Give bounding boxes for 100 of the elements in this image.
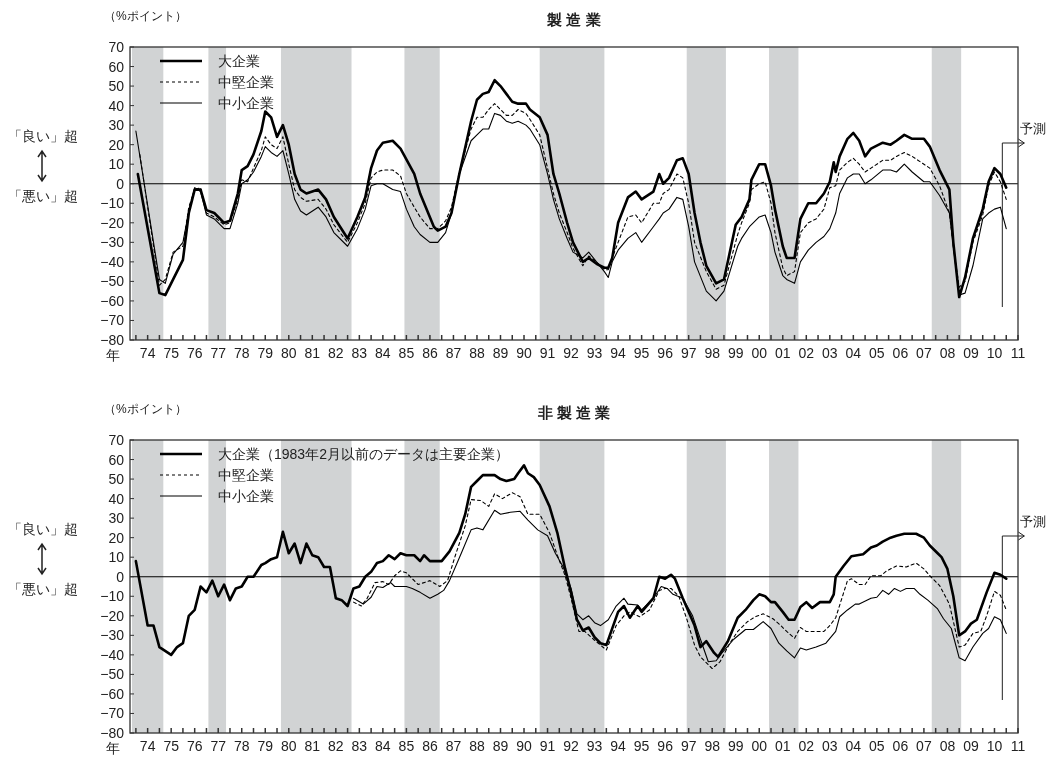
x-axis-title: 年	[106, 347, 120, 363]
x-tick-label: 09	[963, 738, 979, 754]
x-tick-label: 91	[539, 345, 556, 361]
x-tick-label: 84	[375, 345, 391, 361]
x-tick-label: 78	[233, 738, 250, 754]
x-tick-label: 07	[916, 738, 932, 754]
y-tick-label: 20	[108, 529, 125, 546]
x-tick-label: 74	[139, 738, 156, 754]
x-tick-label: 85	[398, 738, 415, 754]
y-tick-label: 0	[116, 568, 125, 585]
legend-label: 中小企業	[218, 488, 274, 504]
y-tick-label: −70	[100, 705, 125, 722]
x-tick-label: 99	[727, 738, 744, 754]
x-tick-label: 04	[845, 345, 862, 361]
y-axis-title: （%ポイント）	[104, 9, 187, 23]
y-tick-label: 20	[108, 136, 125, 153]
x-tick-label: 07	[916, 345, 932, 361]
x-tick-label: 05	[869, 738, 885, 754]
x-tick-label: 95	[633, 345, 650, 361]
y-tick-label: −80	[100, 332, 125, 348]
x-tick-label: 76	[186, 345, 203, 361]
y-tick-label: 50	[108, 78, 125, 95]
x-tick-label: 92	[563, 738, 580, 754]
x-tick-label: 97	[680, 738, 697, 754]
y-tick-label: −30	[100, 627, 125, 644]
x-tick-label: 79	[257, 345, 274, 361]
y-tick-label: −20	[100, 214, 125, 231]
x-tick-label: 89	[492, 738, 509, 754]
x-tick-label: 74	[139, 345, 156, 361]
x-tick-label: 10	[986, 345, 1003, 361]
x-tick-label: 01	[774, 738, 791, 754]
x-tick-label: 82	[328, 345, 344, 361]
x-tick-label: 91	[539, 738, 556, 754]
x-tick-label: 93	[586, 738, 603, 754]
x-tick-label: 94	[610, 345, 627, 361]
y-tick-label: 30	[108, 510, 125, 527]
x-tick-label: 02	[798, 345, 815, 361]
legend-label: 中堅企業	[218, 467, 274, 483]
x-tick-label: 06	[892, 738, 909, 754]
x-tick-label: 86	[422, 738, 438, 754]
y-tick-label: −20	[100, 607, 125, 624]
x-tick-label: 93	[586, 345, 603, 361]
x-tick-label: 88	[469, 345, 485, 361]
x-tick-label: 06	[892, 345, 909, 361]
x-tick-label: 97	[680, 345, 697, 361]
y-tick-label: 60	[108, 58, 125, 75]
x-tick-label: 03	[822, 345, 838, 361]
x-tick-label: 98	[704, 345, 721, 361]
x-tick-label: 95	[633, 738, 650, 754]
y-tick-label: −10	[100, 195, 125, 212]
y-tick-label: −50	[100, 666, 125, 683]
text: 「悪い」超	[8, 188, 78, 204]
x-tick-label: 80	[280, 738, 297, 754]
y-tick-label: −40	[100, 253, 125, 270]
y-tick-label: 70	[108, 39, 125, 55]
x-tick-label: 86	[422, 345, 438, 361]
y-tick-label: 40	[108, 490, 125, 507]
legend-label: 中堅企業	[218, 74, 274, 90]
text: 「悪い」超	[8, 581, 78, 597]
y-tick-label: 30	[108, 117, 125, 134]
x-tick-label: 94	[610, 738, 627, 754]
y-tick-label: −10	[100, 588, 125, 605]
legend-label: 大企業	[218, 53, 260, 69]
x-tick-label: 88	[469, 738, 485, 754]
x-tick-label: 08	[939, 345, 956, 361]
x-tick-label: 99	[727, 345, 744, 361]
x-tick-label: 89	[492, 345, 509, 361]
x-tick-label: 11	[1010, 345, 1026, 361]
y-tick-label: 70	[108, 432, 125, 448]
x-tick-label: 09	[963, 345, 979, 361]
x-tick-label: 83	[351, 738, 368, 754]
y-tick-label: −70	[100, 312, 125, 329]
x-tick-label: 84	[375, 738, 391, 754]
y-tick-label: 10	[108, 156, 125, 173]
chart-title: 製 造 業	[546, 11, 601, 28]
legend-label: 中小企業	[218, 95, 274, 111]
x-tick-label: 76	[186, 738, 203, 754]
y-tick-label: −30	[100, 234, 125, 251]
y-tick-label: −40	[100, 646, 125, 663]
x-tick-label: 77	[210, 738, 227, 754]
x-tick-label: 08	[939, 738, 956, 754]
x-tick-label: 92	[563, 345, 580, 361]
x-tick-label: 03	[822, 738, 838, 754]
text: 「良い」超	[8, 128, 78, 144]
x-tick-label: 10	[986, 738, 1003, 754]
ref-line-label: 予測	[1020, 514, 1046, 529]
x-tick-label: 81	[304, 738, 321, 754]
y-tick-label: 0	[116, 175, 125, 192]
ref-line-label: 予測	[1020, 121, 1046, 136]
x-tick-label: 79	[257, 738, 274, 754]
x-tick-label: 11	[1010, 738, 1026, 754]
y-tick-label: 10	[108, 549, 125, 566]
y-tick-label: 60	[108, 451, 125, 468]
x-tick-label: 01	[774, 345, 791, 361]
y-tick-label: −80	[100, 725, 125, 741]
x-tick-label: 78	[233, 345, 250, 361]
x-tick-label: 81	[304, 345, 321, 361]
legend-label: 大企業（1983年2月以前のデータは主要企業）	[218, 446, 509, 462]
x-tick-label: 75	[163, 345, 180, 361]
x-tick-label: 85	[398, 345, 415, 361]
